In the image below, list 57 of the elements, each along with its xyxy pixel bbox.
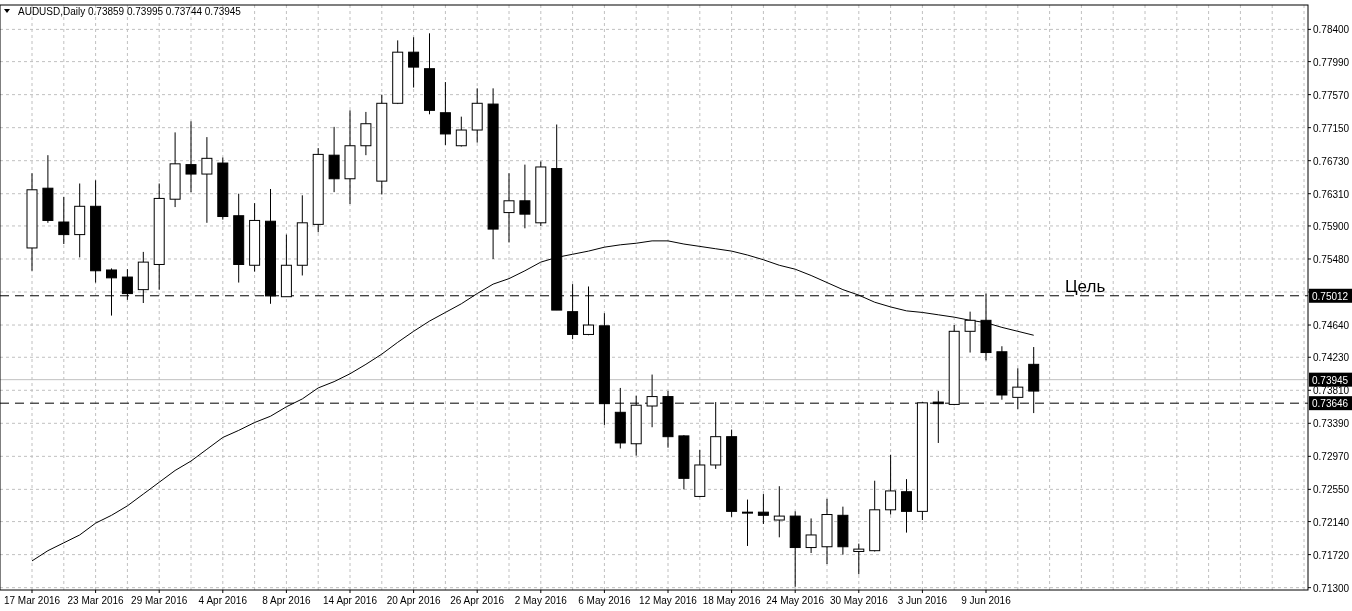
candlestick: [885, 454, 897, 516]
y-tick-label: 0.76730: [1313, 155, 1350, 167]
y-tick-label: 0.71300: [1313, 582, 1350, 594]
x-tick-label: 18 May 2016: [702, 595, 761, 606]
x-tick-label: 24 May 2016: [766, 595, 825, 606]
candlestick: [328, 126, 340, 193]
ref-line-label: 0.73646: [1312, 398, 1349, 410]
y-tick-label: 0.72550: [1313, 484, 1350, 496]
candlestick: [742, 499, 753, 547]
y-tick-label: 0.73810: [1313, 385, 1350, 397]
candlestick: [757, 493, 769, 525]
ref-line-label: 0.73945: [1312, 374, 1349, 386]
y-tick-label: 0.72140: [1313, 516, 1350, 528]
candlestick: [439, 81, 451, 146]
x-tick-label: 26 Apr 2016: [450, 595, 505, 606]
candlestick: [805, 517, 817, 554]
candlestick: [773, 485, 785, 538]
candlestick: [360, 111, 372, 156]
y-tick-label: 0.75480: [1313, 253, 1350, 265]
candlestick: [964, 311, 976, 354]
candlestick: [519, 164, 531, 229]
x-tick-label: 14 Apr 2016: [323, 595, 378, 606]
candlestick: [853, 543, 865, 575]
x-tick-label: 17 Mar 2016: [3, 595, 61, 606]
x-tick-label: 30 May 2016: [829, 595, 889, 606]
x-tick-label: 9 Jun 2016: [961, 595, 1012, 606]
y-tick-label: 0.77570: [1313, 89, 1350, 101]
candlestick: [185, 120, 197, 193]
x-tick-label: 20 Apr 2016: [386, 595, 442, 606]
annotation: Цель: [1065, 276, 1106, 296]
y-tick-label: 0.72970: [1313, 451, 1350, 463]
candlestick: [408, 36, 420, 89]
y-tick-label: 0.75900: [1313, 220, 1350, 232]
candlestick: [455, 116, 467, 148]
x-tick-label: 2 May 2016: [514, 595, 568, 606]
x-tick-label: 12 May 2016: [639, 595, 698, 606]
y-tick-label: 0.78400: [1313, 24, 1350, 36]
y-tick-label: 0.77990: [1313, 56, 1350, 68]
y-tick-label: 0.76310: [1313, 188, 1350, 200]
y-tick-label: 0.74640: [1313, 320, 1350, 332]
x-tick-label: 6 May 2016: [578, 595, 631, 606]
candlestick: [58, 196, 70, 245]
candlestick: [201, 136, 213, 224]
x-tick-label: 23 Mar 2016: [67, 595, 125, 606]
candlestick: [901, 478, 912, 534]
y-tick-label: 0.77150: [1313, 122, 1350, 134]
y-tick-label: 0.74230: [1313, 352, 1350, 364]
x-tick-label: 4 Apr 2016: [198, 595, 248, 606]
candlestick: [1012, 367, 1024, 410]
x-tick-label: 29 Mar 2016: [131, 595, 188, 606]
y-tick-label: 0.71720: [1313, 549, 1350, 561]
x-tick-label: 3 Jun 2016: [897, 595, 948, 606]
ref-line-label: 0.75012: [1312, 290, 1349, 302]
y-tick-label: 0.73390: [1313, 418, 1350, 430]
chart-title: AUDUSD,Daily 0.73859 0.73995 0.73744 0.73945: [18, 6, 242, 17]
x-tick-label: 8 Apr 2016: [262, 595, 312, 606]
candlestick: [503, 172, 515, 243]
